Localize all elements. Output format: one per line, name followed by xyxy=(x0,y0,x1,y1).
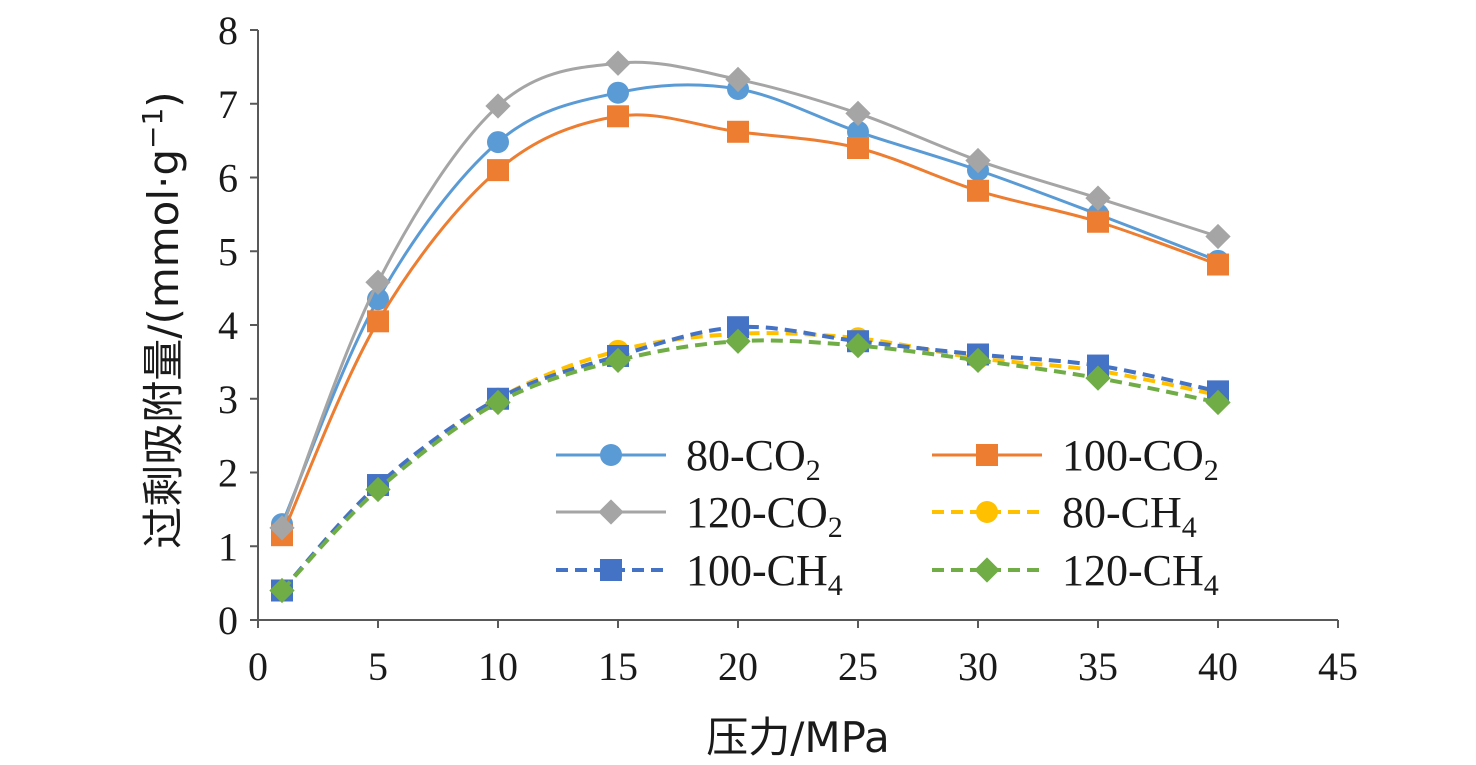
series-6 xyxy=(269,328,1231,604)
legend-label: 120-CO2 xyxy=(686,488,843,544)
legend-label-main: 100-CH xyxy=(686,546,828,595)
data-point xyxy=(845,333,871,359)
y-axis-title-main: 过剩吸附量/(mmol·g xyxy=(139,149,188,549)
legend-label-subscript: 4 xyxy=(1182,511,1197,544)
legend-entry: 100-CH4 xyxy=(556,546,843,602)
x-tick-label: 25 xyxy=(838,644,878,689)
legend-entry: 120-CH4 xyxy=(932,546,1219,602)
y-tick-label: 5 xyxy=(218,229,238,274)
series-layer xyxy=(269,50,1231,604)
x-tick-label: 45 xyxy=(1318,644,1358,689)
legend-marker xyxy=(974,557,1000,583)
data-point xyxy=(725,66,751,93)
y-tick-label: 6 xyxy=(218,156,238,201)
legend-label-main: 80-CO xyxy=(686,431,806,480)
data-point xyxy=(1205,389,1231,416)
legend-label-subscript: 2 xyxy=(806,454,821,487)
data-point xyxy=(965,347,991,374)
data-point xyxy=(847,137,869,159)
x-tick-label: 35 xyxy=(1078,644,1118,689)
legend-label-subscript: 4 xyxy=(1204,569,1219,602)
legend-entry: 80-CH4 xyxy=(932,488,1197,544)
y-tick-label: 8 xyxy=(218,8,238,53)
legend-marker xyxy=(598,499,624,525)
x-axis-title: 压力/MPa xyxy=(706,713,890,762)
data-point xyxy=(269,577,295,604)
y-tick-label: 4 xyxy=(218,303,238,348)
y-tick-label: 2 xyxy=(218,451,238,496)
data-point xyxy=(607,81,629,104)
data-point xyxy=(607,105,629,128)
x-tick-label: 20 xyxy=(718,644,758,689)
legend-label: 80-CH4 xyxy=(1062,488,1197,544)
legend-marker xyxy=(976,501,998,523)
data-point xyxy=(367,310,389,333)
x-tick-label: 30 xyxy=(958,644,998,689)
y-tick-label: 0 xyxy=(218,598,238,643)
data-point xyxy=(485,93,511,119)
x-tick-label: 40 xyxy=(1198,644,1238,689)
data-point xyxy=(725,328,751,354)
legend-label-main: 80-CH xyxy=(1062,488,1182,537)
series-3 xyxy=(269,50,1231,541)
data-point xyxy=(845,100,871,126)
x-tick-label: 0 xyxy=(248,644,268,689)
data-point xyxy=(1207,253,1229,276)
data-point xyxy=(1085,365,1111,391)
x-tick-label: 5 xyxy=(368,644,388,689)
x-tick-label: 10 xyxy=(478,644,518,689)
legend-marker xyxy=(976,444,998,466)
data-point xyxy=(1087,210,1109,233)
data-point xyxy=(487,131,509,154)
legend-label-main: 120-CO xyxy=(686,488,828,537)
y-tick-label: 3 xyxy=(218,377,238,422)
y-axis-title: 过剩吸附量/(mmol·g−1) xyxy=(136,91,188,548)
legend-marker xyxy=(600,444,622,466)
legend-entry: 80-CO2 xyxy=(556,431,821,487)
data-point xyxy=(727,316,749,339)
data-point xyxy=(605,347,631,374)
data-point xyxy=(965,147,991,174)
legend-label-subscript: 2 xyxy=(828,511,843,544)
legend-label: 100-CH4 xyxy=(686,546,843,602)
legend-label: 120-CH4 xyxy=(1062,546,1219,602)
y-axis-title-close: ) xyxy=(139,91,188,107)
y-tick-label: 1 xyxy=(218,524,238,569)
legend-label-main: 120-CH xyxy=(1062,546,1204,595)
legend-label-subscript: 2 xyxy=(1204,454,1219,487)
data-point xyxy=(365,476,391,503)
series-2 xyxy=(271,105,1229,547)
data-point xyxy=(269,515,295,541)
legend-entry: 120-CO2 xyxy=(556,488,843,544)
y-tick-label: 7 xyxy=(218,82,238,127)
legend-marker xyxy=(600,559,622,581)
data-point xyxy=(487,159,509,182)
data-point xyxy=(605,50,631,76)
legend-label: 80-CO2 xyxy=(686,431,821,487)
legend-label-main: 100-CO xyxy=(1062,431,1204,480)
legend-label: 100-CO2 xyxy=(1062,431,1219,487)
legend-label-subscript: 4 xyxy=(828,569,843,602)
data-point xyxy=(727,120,749,143)
data-point xyxy=(485,389,511,416)
data-point xyxy=(967,179,989,202)
x-tick-label: 15 xyxy=(598,644,638,689)
data-point xyxy=(1205,223,1231,250)
data-point xyxy=(1085,185,1111,211)
legend-entry: 100-CO2 xyxy=(932,431,1219,487)
y-axis-title-superscript: −1 xyxy=(136,108,169,149)
data-point xyxy=(365,269,391,295)
